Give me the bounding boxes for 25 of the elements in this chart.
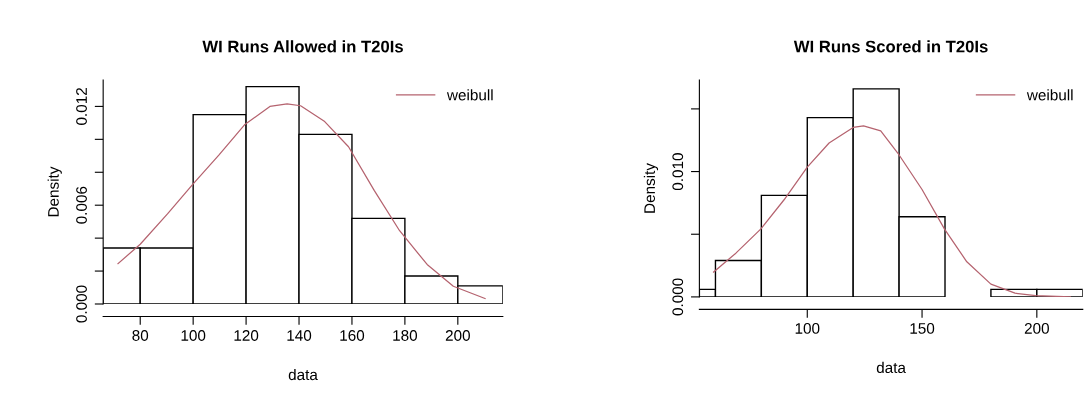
x-tick-label: 200: [445, 330, 470, 341]
x-tick-label: 180: [393, 330, 418, 341]
legend-label: weibull: [446, 89, 493, 101]
x-tick-label: 160: [340, 330, 365, 341]
chart-title: WI Runs Allowed in T20Is: [202, 40, 403, 53]
x-tick-label: 150: [910, 323, 935, 334]
x-axis-title: data: [876, 361, 906, 374]
y-tick-label: 0.010: [672, 153, 684, 191]
x-tick-label: 100: [181, 330, 206, 341]
y-axis-title: Density: [643, 163, 659, 213]
x-axis-title: data: [288, 368, 318, 381]
legend-label: weibull: [1026, 89, 1073, 101]
x-tick-label: 200: [1024, 323, 1049, 334]
y-tick-label: 0.012: [76, 88, 87, 125]
chart-title: WI Runs Scored in T20Is: [793, 40, 988, 53]
y-tick-label: 0.000: [76, 285, 87, 323]
x-tick-label: 120: [234, 330, 259, 341]
x-tick-label: 100: [795, 323, 820, 334]
y-tick-label: 0.000: [672, 278, 684, 316]
y-axis-title: Density: [47, 166, 62, 217]
line-series: [117, 103, 486, 300]
y-tick-label: 0.006: [76, 186, 87, 224]
line-series: [712, 125, 1071, 297]
x-tick-label: 80: [132, 330, 149, 341]
x-tick-label: 140: [287, 330, 312, 341]
